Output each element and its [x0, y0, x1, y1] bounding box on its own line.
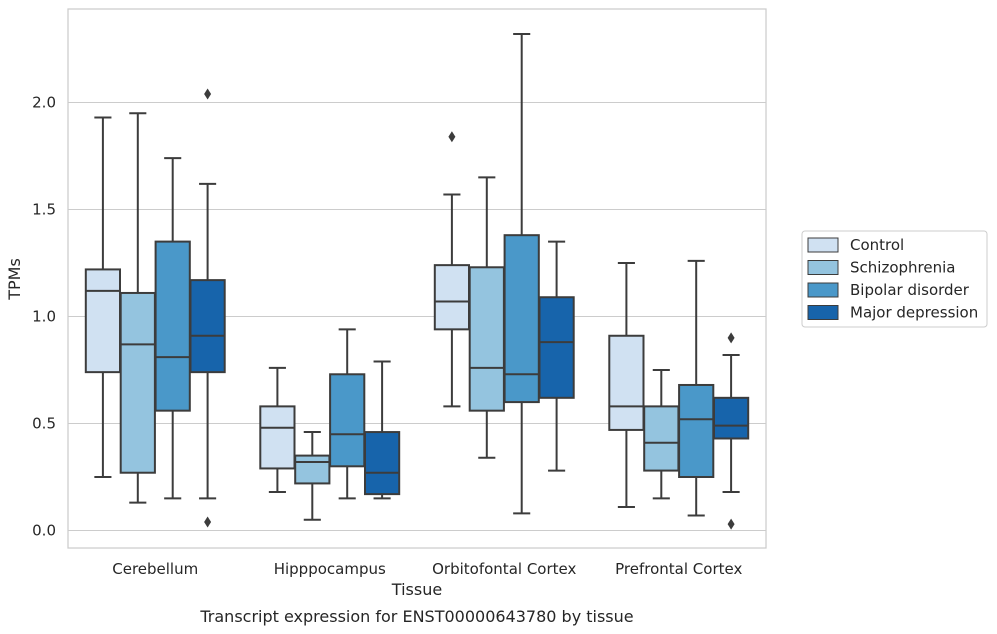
outlier-point — [204, 88, 212, 100]
box-0-3 — [189, 88, 226, 528]
box-2-0 — [433, 131, 471, 408]
box-1-1 — [294, 431, 331, 521]
outlier-point — [448, 131, 456, 143]
box-1-3 — [363, 360, 401, 500]
legend-label: Schizophrenia — [850, 259, 955, 277]
legend-label: Bipolar disorder — [850, 281, 970, 299]
box-plots — [84, 33, 750, 530]
box-3-0 — [608, 262, 645, 508]
box — [503, 234, 540, 404]
box-1-0 — [259, 366, 296, 493]
box-2-3 — [538, 240, 575, 472]
box — [329, 373, 366, 468]
box-0-2 — [154, 157, 191, 500]
chart-caption: Transcript expression for ENST0000064378… — [199, 607, 633, 626]
box — [468, 266, 505, 412]
legend-frame — [801, 230, 988, 328]
box — [189, 279, 226, 374]
outlier-point — [727, 332, 735, 344]
legend-label: Control — [850, 236, 904, 254]
outlier-point — [727, 518, 735, 530]
y-tick-label: 1.5 — [32, 201, 56, 219]
legend-swatch — [807, 305, 839, 320]
box-1-2 — [329, 328, 366, 500]
box — [608, 334, 645, 431]
x-tick-label: Orbitofontal Cortex — [432, 560, 576, 578]
y-tick-label: 0.0 — [32, 522, 56, 540]
box — [643, 405, 680, 472]
y-axis-label: TPMs — [5, 258, 24, 301]
box — [363, 431, 401, 496]
x-tick-label: Hipppocampus — [274, 560, 386, 578]
box — [678, 383, 715, 479]
box-3-1 — [643, 369, 680, 500]
y-tick-label: 0.5 — [32, 415, 56, 433]
y-tick-label: 1.0 — [32, 308, 56, 326]
x-axis-label: Tissue — [391, 580, 442, 599]
box-2-1 — [468, 176, 505, 459]
legend-swatch — [807, 237, 839, 253]
legend: Control Schizophrenia Bipolar disorder Majo… — [801, 230, 988, 328]
legend-swatch — [807, 282, 839, 298]
x-tick-labels: Cerebellum Hipppocampus Orbitofontal Corte… — [112, 560, 742, 578]
y-tick-label: 2.0 — [32, 94, 56, 112]
box-3-3 — [712, 332, 750, 530]
box — [538, 296, 575, 399]
box — [433, 264, 471, 331]
box — [84, 268, 122, 374]
box — [119, 291, 156, 474]
x-tick-label: Cerebellum — [112, 560, 198, 578]
outlier-point — [204, 516, 212, 528]
x-tick-label: Prefrontal Cortex — [615, 560, 742, 578]
box — [294, 454, 331, 485]
box-3-2 — [678, 259, 715, 517]
box-2-2 — [503, 33, 540, 515]
box — [712, 396, 750, 440]
plot-frame — [67, 8, 767, 549]
box-0-1 — [119, 112, 156, 504]
legend-label: Major depression — [850, 304, 978, 322]
box — [154, 240, 191, 412]
legend-swatch — [807, 260, 839, 275]
box — [259, 405, 296, 470]
legend-items: Control Schizophrenia Bipolar disorder Majo… — [807, 236, 978, 322]
y-tick-labels: 0.0 0.5 1.0 1.5 2.0 — [32, 94, 56, 540]
